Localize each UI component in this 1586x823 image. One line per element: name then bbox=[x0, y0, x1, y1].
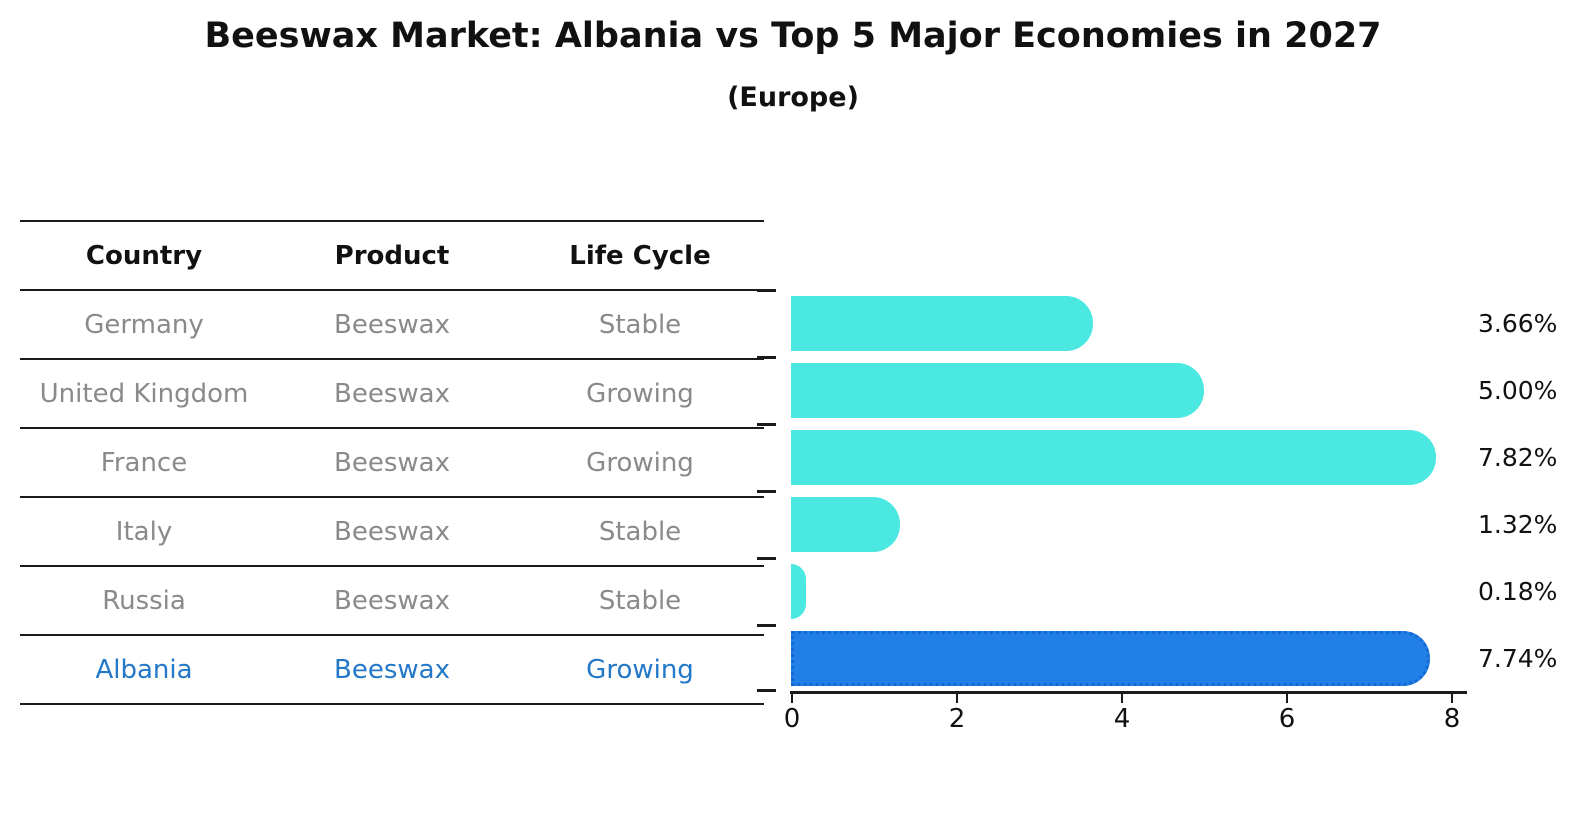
bar-albania bbox=[791, 631, 1430, 686]
chart-title: Beeswax Market: Albania vs Top 5 Major E… bbox=[204, 16, 1382, 56]
x-axis-tick bbox=[956, 694, 958, 703]
value-label-russia: 0.18% bbox=[1478, 577, 1558, 606]
y-axis-tick bbox=[757, 689, 776, 692]
cell-life-cycle: Growing bbox=[586, 378, 694, 409]
x-axis-tick bbox=[791, 694, 793, 703]
cell-country: Russia bbox=[102, 585, 186, 616]
table-row-russia: Russia Beeswax Stable bbox=[20, 567, 764, 636]
y-axis-tick bbox=[757, 356, 776, 359]
chart-subtitle: (Europe) bbox=[727, 82, 859, 113]
table-header-product: Product bbox=[334, 240, 450, 271]
x-axis-line bbox=[790, 691, 1467, 694]
x-axis-tick bbox=[1451, 694, 1453, 703]
x-tick-label-2: 2 bbox=[948, 704, 966, 734]
table-row-united-kingdom: United Kingdom Beeswax Growing bbox=[20, 360, 764, 429]
bar-united-kingdom bbox=[791, 363, 1204, 418]
x-axis-tick bbox=[1286, 694, 1288, 703]
country-table: Country Product Life Cycle Germany Beesw… bbox=[20, 220, 764, 705]
cell-product: Beeswax bbox=[334, 378, 450, 409]
cell-country: Albania bbox=[95, 654, 193, 685]
y-axis-tick bbox=[757, 289, 776, 292]
table-header-row: Country Product Life Cycle bbox=[20, 222, 764, 291]
cell-life-cycle: Stable bbox=[598, 309, 682, 340]
cell-country: United Kingdom bbox=[39, 378, 249, 409]
x-axis-tick bbox=[1121, 694, 1123, 703]
bar-france bbox=[791, 430, 1436, 485]
table-row-italy: Italy Beeswax Stable bbox=[20, 498, 764, 567]
x-tick-label-0: 0 bbox=[783, 704, 801, 734]
cell-life-cycle: Growing bbox=[586, 654, 694, 685]
table-row-albania: Albania Beeswax Growing bbox=[20, 636, 764, 705]
table-row-france: France Beeswax Growing bbox=[20, 429, 764, 498]
value-label-france: 7.82% bbox=[1478, 443, 1558, 472]
cell-product: Beeswax bbox=[334, 516, 450, 547]
cell-country: France bbox=[100, 447, 188, 478]
y-axis-tick bbox=[757, 490, 776, 493]
bar-germany bbox=[791, 296, 1093, 351]
cell-country: Germany bbox=[84, 309, 204, 340]
x-tick-label-6: 6 bbox=[1278, 704, 1296, 734]
cell-product: Beeswax bbox=[334, 585, 450, 616]
cell-product: Beeswax bbox=[334, 447, 450, 478]
bar-russia bbox=[791, 564, 806, 619]
value-label-albania: 7.74% bbox=[1478, 644, 1558, 673]
table-header-life-cycle: Life Cycle bbox=[569, 240, 711, 271]
value-label-united-kingdom: 5.00% bbox=[1478, 376, 1558, 405]
cell-product: Beeswax bbox=[334, 309, 450, 340]
x-tick-label-8: 8 bbox=[1443, 704, 1461, 734]
table-row-germany: Germany Beeswax Stable bbox=[20, 291, 764, 360]
cell-life-cycle: Stable bbox=[598, 585, 682, 616]
y-axis-tick bbox=[757, 557, 776, 560]
value-label-italy: 1.32% bbox=[1478, 510, 1558, 539]
table-header-country: Country bbox=[85, 240, 203, 271]
cell-life-cycle: Stable bbox=[598, 516, 682, 547]
y-axis-tick bbox=[757, 624, 776, 627]
x-tick-label-4: 4 bbox=[1113, 704, 1131, 734]
bar-italy bbox=[791, 497, 900, 552]
cell-product: Beeswax bbox=[334, 654, 450, 685]
cell-country: Italy bbox=[115, 516, 173, 547]
y-axis-tick bbox=[757, 423, 776, 426]
value-label-germany: 3.66% bbox=[1478, 309, 1558, 338]
cell-life-cycle: Growing bbox=[586, 447, 694, 478]
